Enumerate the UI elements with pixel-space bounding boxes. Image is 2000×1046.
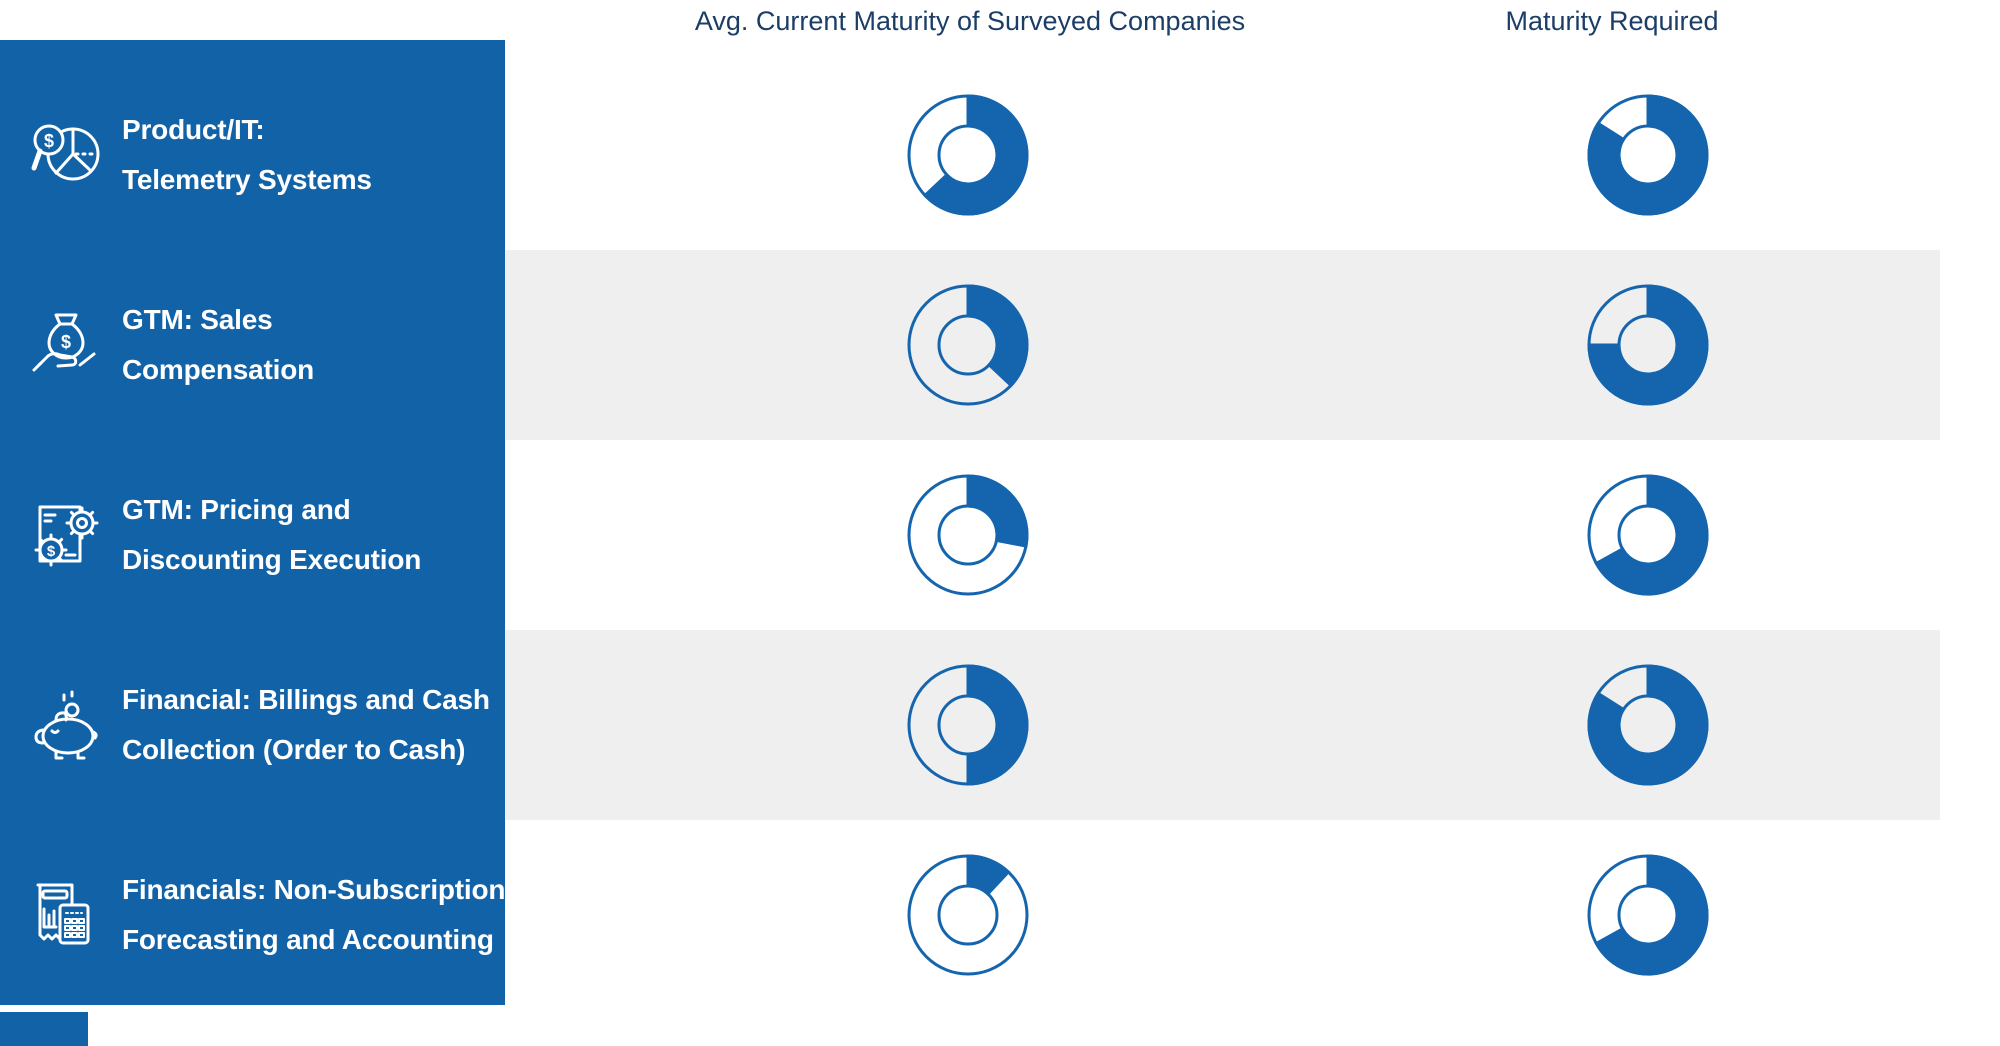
document-gears-icon: $	[26, 495, 110, 575]
column-header-maturity-required: Maturity Required	[1505, 6, 1719, 36]
row-band-3	[505, 440, 1940, 630]
piggy-bank-icon	[26, 685, 110, 765]
donut-maturity-required-row-5	[1586, 853, 1710, 977]
donut-maturity-required-row-2	[1586, 283, 1710, 407]
category-label-line2: Forecasting and Accounting	[122, 924, 494, 955]
category-item-3: $ GTM: Pricing and Discounting Execution	[0, 440, 505, 630]
category-label: Financials: Non-Subscription Forecasting …	[122, 865, 506, 965]
category-label: GTM: Sales Compensation	[122, 295, 314, 395]
category-item-2: $ GTM: Sales Compensation	[0, 250, 505, 440]
category-item-5: Financials: Non-Subscription Forecasting …	[0, 820, 506, 1010]
row-band-5	[505, 820, 1940, 1010]
category-sidebar: $ Product/IT: Telemetry Systems $ GTM: Sale…	[0, 40, 506, 1005]
donut-maturity-required-row-1	[1586, 93, 1710, 217]
category-label: Product/IT: Telemetry Systems	[122, 105, 372, 205]
row-band-2	[505, 250, 1940, 440]
category-label-line2: Telemetry Systems	[122, 164, 372, 195]
donut-current-maturity-row-3	[906, 473, 1030, 597]
category-label-line2: Compensation	[122, 354, 315, 385]
row-band-4	[505, 630, 1940, 820]
category-item-1: $ Product/IT: Telemetry Systems	[0, 60, 505, 250]
category-label-line1: Product/IT:	[122, 114, 265, 145]
donut-maturity-required-row-4	[1586, 663, 1710, 787]
category-label-line2: Discounting Execution	[122, 544, 422, 575]
svg-text:$: $	[61, 332, 71, 352]
category-label-line1: Financials: Non-Subscription	[122, 874, 506, 905]
donut-current-maturity-row-4	[906, 663, 1030, 787]
column-header-current-maturity: Avg. Current Maturity of Surveyed Compan…	[694, 6, 1246, 36]
svg-text:$: $	[47, 543, 56, 560]
pie-chart-magnifier-icon: $	[26, 115, 110, 195]
money-bag-hand-icon: $	[26, 305, 110, 385]
category-label-line1: GTM: Pricing and	[122, 494, 351, 525]
receipt-calculator-icon	[26, 875, 110, 955]
donut-current-maturity-row-2	[906, 283, 1030, 407]
svg-text:$: $	[44, 131, 54, 151]
donut-maturity-required-row-3	[1586, 473, 1710, 597]
category-label: Financial: Billings and Cash Collection (…	[122, 675, 490, 775]
row-band-1	[505, 60, 1940, 250]
category-label-line2: Collection (Order to Cash)	[122, 734, 466, 765]
category-label-line1: GTM: Sales	[122, 304, 273, 335]
donut-current-maturity-row-1	[906, 93, 1030, 217]
category-label-line1: Financial: Billings and Cash	[122, 684, 490, 715]
category-item-4: Financial: Billings and Cash Collection (…	[0, 630, 505, 820]
bottom-left-accent-bar	[0, 1012, 88, 1046]
category-label: GTM: Pricing and Discounting Execution	[122, 485, 421, 585]
donut-current-maturity-row-5	[906, 853, 1030, 977]
